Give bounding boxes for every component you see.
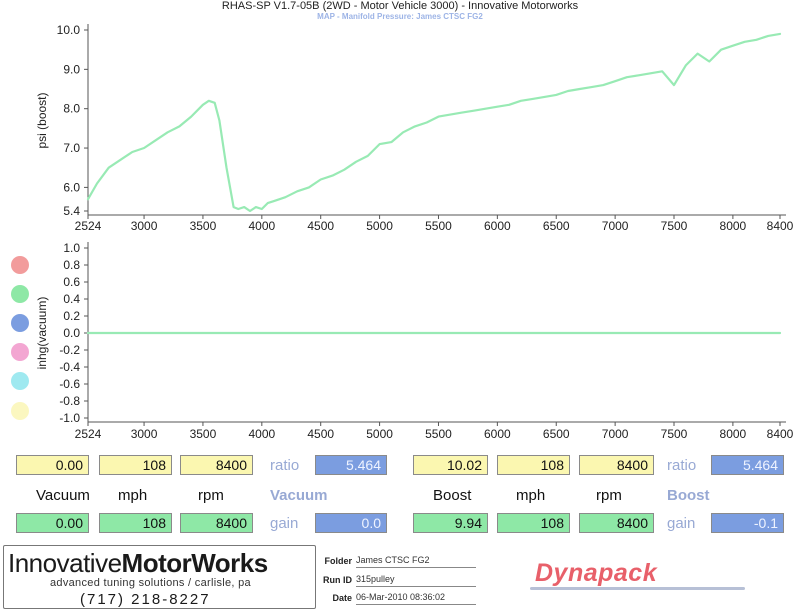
vacuum-ratio-label: ratio — [270, 457, 300, 474]
boost-rpm-readout: 8400 — [579, 455, 654, 475]
x-tick-label: 4500 — [307, 427, 334, 441]
x-tick-label: 3500 — [190, 219, 217, 233]
x-tick-label: 7000 — [602, 427, 629, 441]
y-tick-label: 7.0 — [63, 141, 80, 155]
boost-mph-column-label: mph — [516, 487, 546, 504]
company-logo: InnovativeMotorWorks — [8, 548, 268, 579]
y-tick-label: 10.0 — [57, 23, 81, 37]
date-label: Date — [332, 593, 352, 603]
x-tick-label: 5500 — [425, 427, 452, 441]
boost-mph-readout: 108 — [497, 455, 570, 475]
boost-value-readout-2: 9.94 — [413, 513, 488, 533]
date-value: 06-Mar-2010 08:36:02 — [356, 592, 476, 605]
x-tick-label: 6500 — [543, 219, 570, 233]
vacuum-value-readout-2: 0.00 — [16, 513, 89, 533]
vacuum-mph-readout: 108 — [99, 455, 172, 475]
series-dot — [11, 285, 29, 303]
x-tick-label: 8000 — [720, 219, 747, 233]
y-tick-label: 8.0 — [63, 102, 80, 116]
y-tick-label: -0.8 — [59, 394, 80, 408]
x-tick-label: 5500 — [425, 219, 452, 233]
vacuum-mph-readout-2: 108 — [99, 513, 172, 533]
x-tick-label: 2524 — [75, 219, 102, 233]
report-title: RHAS-SP V1.7-05B (2WD - Motor Vehicle 30… — [221, 0, 579, 12]
y-axis-title: inhg(vacuum) — [35, 297, 49, 370]
x-tick-label: 7500 — [661, 219, 688, 233]
series-dot — [11, 402, 29, 420]
y-tick-label: -0.6 — [59, 377, 80, 391]
runid-label: Run ID — [323, 575, 352, 585]
vacuum-column-label: Vacuum — [36, 487, 90, 504]
folder-value: James CTSC FG2 — [356, 555, 476, 568]
x-tick-label: 8400 — [767, 219, 794, 233]
logo-regular-text: Innovative — [8, 548, 122, 578]
x-tick-label: 7500 — [661, 427, 688, 441]
x-tick-label: 3500 — [190, 427, 217, 441]
boost-heading: Boost — [667, 487, 710, 504]
x-tick-label: 4500 — [307, 219, 334, 233]
boost-ratio-label: ratio — [667, 457, 697, 474]
y-tick-label: -0.2 — [59, 343, 80, 357]
dynapack-swoosh — [530, 587, 745, 590]
runid-value: 315pulley — [356, 574, 476, 587]
boost-gain-label: gain — [667, 515, 696, 532]
series-dot — [11, 256, 29, 274]
boost-column-label: Boost — [433, 487, 472, 504]
report-subtitle: MAP - Manifold Pressure: James CTSC FG2 — [317, 12, 483, 21]
boost-gain-value: -0.1 — [711, 513, 784, 533]
x-tick-label: 6500 — [543, 427, 570, 441]
x-tick-label: 8400 — [767, 427, 794, 441]
series-dot — [11, 372, 29, 390]
y-tick-label: 0.4 — [63, 292, 80, 306]
rpm-column-label: rpm — [198, 487, 224, 504]
folder-label: Folder — [324, 556, 352, 566]
y-tick-label: -0.4 — [59, 360, 80, 374]
y-tick-label: 0.0 — [63, 326, 80, 340]
vacuum-value-readout: 0.00 — [16, 455, 89, 475]
x-tick-label: 3000 — [131, 219, 158, 233]
logo-bold-text: MotorWorks — [121, 548, 269, 578]
vacuum-ratio-value: 5.464 — [315, 455, 387, 475]
charts-canvas: 5.4 6.0 7.0 8.0 9.0 10.0 2524 3000 3500 4000 4500 5… — [35, 23, 794, 441]
x-tick-label: 8000 — [720, 427, 747, 441]
company-phone: (717) 218-8227 — [80, 591, 211, 608]
vacuum-heading: Vacuum — [270, 487, 328, 504]
vacuum-gain-label: gain — [270, 515, 299, 532]
x-tick-label: 2524 — [75, 427, 102, 441]
vacuum-rpm-readout: 8400 — [180, 455, 253, 475]
y-tick-label: 1.0 — [63, 241, 80, 255]
x-tick-label: 5000 — [366, 427, 393, 441]
x-tick-label: 7000 — [602, 219, 629, 233]
x-tick-label: 3000 — [131, 427, 158, 441]
y-tick-label: -1.0 — [59, 411, 80, 425]
series-dot — [11, 343, 29, 361]
y-tick-label: 0.6 — [63, 275, 80, 289]
y-tick-label: 6.0 — [63, 180, 80, 194]
x-tick-label: 4000 — [248, 427, 275, 441]
y-tick-label: 0.2 — [63, 309, 80, 323]
boost-value-readout: 10.02 — [413, 455, 488, 475]
boost-mph-readout-2: 108 — [497, 513, 570, 533]
y-tick-label: 5.4 — [63, 204, 80, 218]
vacuum-gain-value: 0.0 — [315, 513, 387, 533]
x-tick-label: 6000 — [484, 219, 511, 233]
boost-ratio-value: 5.464 — [711, 455, 784, 475]
boost-rpm-readout-2: 8400 — [579, 513, 654, 533]
y-tick-label: 9.0 — [63, 62, 80, 76]
company-tagline: advanced tuning solutions / carlisle, pa — [50, 577, 251, 589]
company-logo-box — [3, 545, 316, 609]
series-line — [86, 32, 782, 213]
boost-rpm-column-label: rpm — [596, 487, 622, 504]
mph-column-label: mph — [118, 487, 148, 504]
y-axis-title: psi (boost) — [35, 92, 49, 148]
x-tick-label: 5000 — [366, 219, 393, 233]
series-dot — [11, 314, 29, 332]
vacuum-rpm-readout-2: 8400 — [180, 513, 253, 533]
x-tick-label: 6000 — [484, 427, 511, 441]
x-tick-label: 4000 — [248, 219, 275, 233]
y-tick-label: 0.8 — [63, 258, 80, 272]
dynapack-brand: Dynapack — [535, 559, 658, 587]
